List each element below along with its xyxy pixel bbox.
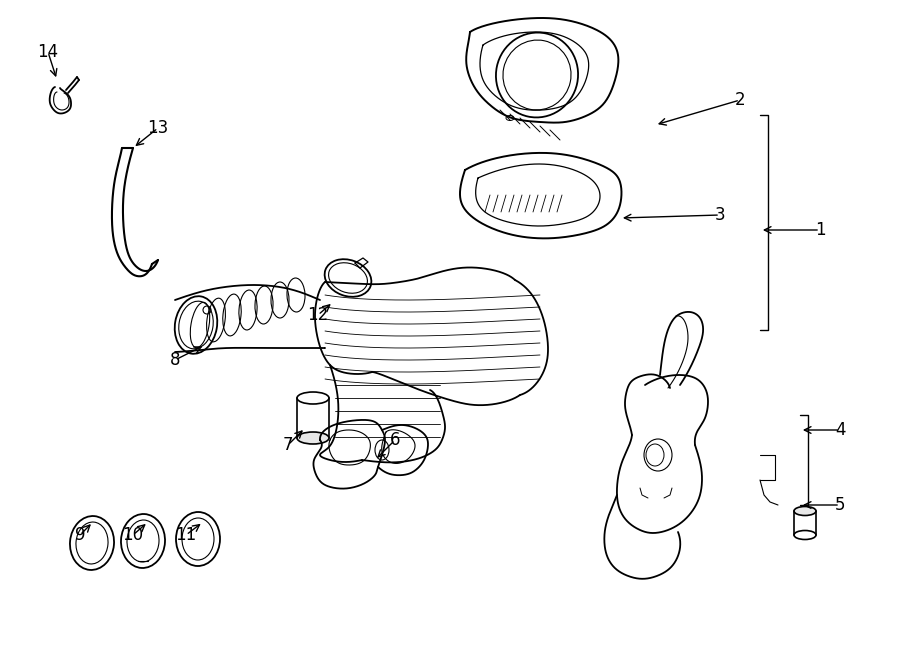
Text: 12: 12 bbox=[308, 306, 328, 324]
Text: 4: 4 bbox=[835, 421, 845, 439]
Text: 5: 5 bbox=[835, 496, 845, 514]
Text: 2: 2 bbox=[734, 91, 745, 109]
Text: 6: 6 bbox=[390, 431, 400, 449]
Ellipse shape bbox=[794, 506, 816, 516]
Text: 9: 9 bbox=[75, 526, 86, 544]
Text: 3: 3 bbox=[715, 206, 725, 224]
Text: 14: 14 bbox=[38, 43, 58, 61]
Text: 13: 13 bbox=[148, 119, 168, 137]
Ellipse shape bbox=[297, 432, 329, 444]
Text: 7: 7 bbox=[283, 436, 293, 454]
Text: 10: 10 bbox=[122, 526, 144, 544]
Text: 8: 8 bbox=[170, 351, 180, 369]
Text: 1: 1 bbox=[814, 221, 825, 239]
Text: 11: 11 bbox=[176, 526, 196, 544]
